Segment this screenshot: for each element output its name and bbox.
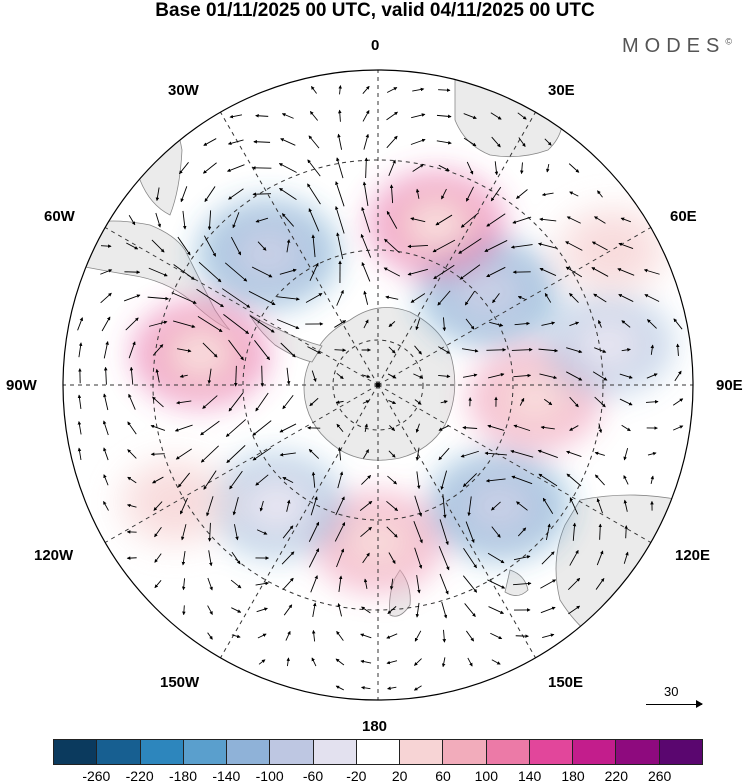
reference-vector-label: 30 <box>664 684 678 699</box>
colorbar-cell <box>615 739 658 765</box>
lon-label-150w: 150W <box>160 674 199 691</box>
colorbar-cell <box>226 739 269 765</box>
wind-arrow <box>253 194 271 195</box>
reference-vector-head <box>696 700 703 708</box>
anomaly-blob <box>587 230 637 269</box>
colorbar-cell <box>659 739 703 765</box>
colorbar-cell <box>529 739 572 765</box>
anomaly-blob <box>245 481 308 530</box>
lon-label-120w: 120W <box>34 547 73 564</box>
colorbar-tick-label: 20 <box>392 768 408 784</box>
anomaly-blob <box>579 321 639 368</box>
colorbar-cell <box>356 739 399 765</box>
colorbar-cell <box>183 739 226 765</box>
colorbar-cell <box>96 739 139 765</box>
anomaly-blob <box>168 328 234 379</box>
wind-arrow <box>516 636 529 637</box>
lon-label-150e: 150E <box>548 674 583 691</box>
wind-arrow <box>262 366 263 386</box>
colorbar-tick-label: -100 <box>256 768 284 784</box>
lon-label-90e: 90E <box>716 377 743 394</box>
colorbar-tick-label: 220 <box>605 768 628 784</box>
colorbar-cell <box>399 739 442 765</box>
colorbar-cell <box>269 739 312 765</box>
colorbar-cell <box>486 739 529 765</box>
colorbar-cell <box>313 739 356 765</box>
lon-label-180: 180 <box>362 718 387 735</box>
colorbar-tick-label: 260 <box>648 768 671 784</box>
lon-label-60w: 60W <box>44 208 75 225</box>
colorbar-tick-label: -20 <box>346 768 366 784</box>
colorbar-cell <box>572 739 615 765</box>
wind-arrow <box>101 246 111 247</box>
anomaly-blob <box>233 227 302 281</box>
south-pole-marker <box>376 383 381 388</box>
lon-label-0: 0 <box>371 37 379 54</box>
lon-label-90w: 90W <box>6 377 37 394</box>
colorbar-tick-label: -260 <box>82 768 110 784</box>
colorbar-tick-label: 60 <box>435 768 451 784</box>
anomaly-blob <box>464 479 533 533</box>
colorbar-tick-label: -180 <box>169 768 197 784</box>
colorbar-cell <box>53 739 96 765</box>
reference-vector-shaft <box>646 704 702 705</box>
colorbar-tick-label: -220 <box>126 768 154 784</box>
anomaly-blob <box>348 519 408 566</box>
wind-arrow <box>626 526 627 538</box>
lon-label-30e: 30E <box>548 82 575 99</box>
lon-label-120e: 120E <box>675 547 710 564</box>
lon-label-30w: 30W <box>168 82 199 99</box>
lon-label-60e: 60E <box>670 208 697 225</box>
colorbar-cell <box>442 739 485 765</box>
colorbar-tick-label: 180 <box>561 768 584 784</box>
colorbar-tick-label: 100 <box>475 768 498 784</box>
colorbar <box>53 739 703 765</box>
colorbar-tick-label: -60 <box>303 768 323 784</box>
colorbar-tick-label: -140 <box>212 768 240 784</box>
colorbar-ticks: -260 -220 -180 -140 -100 -60 -20 20 60 100 140 180 2… <box>53 768 703 783</box>
anomaly-blob <box>503 374 566 423</box>
colorbar-tick-label: 140 <box>518 768 541 784</box>
colorbar-cell <box>140 739 183 765</box>
wind-arrow <box>127 558 136 559</box>
